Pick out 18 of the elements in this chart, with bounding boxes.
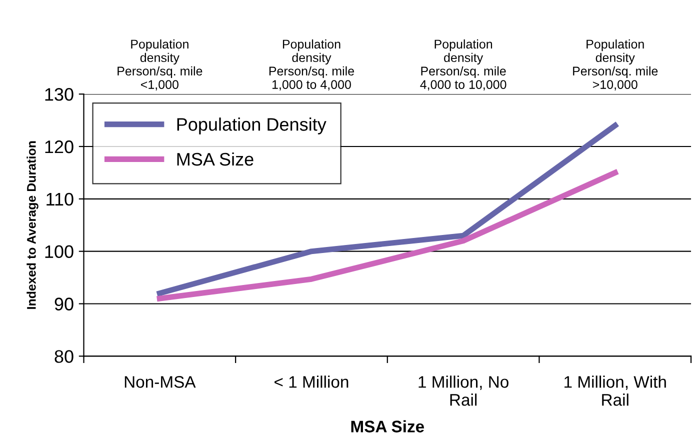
y-tick-label: 110 [46, 192, 74, 206]
legend-label: Population Density [177, 118, 326, 134]
y-tick-label: 90 [54, 298, 74, 310]
text: Population density Person/sq. mile >10,000 [573, 39, 658, 90]
legend-label: MSA Size [177, 152, 254, 166]
y-tick-label: 120 [45, 140, 74, 154]
text: Population density Person/sq. mile <1,000 [118, 39, 202, 90]
text: Population density Person/sq. mile 4,000 to 10,000 [420, 39, 506, 90]
y-tick-label: 80 [54, 350, 74, 363]
y-tick-label: 130 [45, 88, 74, 101]
text: Population density Person/sq. mile 1,000 to 4,000 [269, 39, 354, 90]
x-tick-label: 1 Million, No Rail [418, 376, 508, 406]
x-tick-label: Non-MSA [124, 376, 196, 388]
y-axis-title: Indexed to Average Duration [26, 141, 38, 309]
x-axis-title: MSA Size [351, 420, 424, 432]
x-tick-label: 1 Million, With Rail [564, 376, 666, 406]
x-tick-label: < 1 Million [274, 376, 348, 388]
y-tick-label: 100 [45, 245, 74, 258]
